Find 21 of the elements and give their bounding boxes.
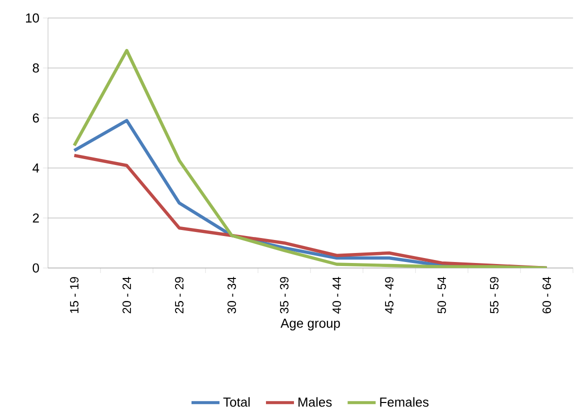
legend-label: Males [298,397,332,407]
x-tick-label: 35 - 39 [280,277,288,314]
y-tick-label: 10 [26,13,39,23]
legend-label: Females [380,397,429,407]
x-tick-label: 55 - 59 [490,277,498,314]
x-tick-label: 30 - 34 [228,276,236,314]
x-tick-label: 50 - 54 [438,276,446,314]
x-tick-label: 45 - 49 [385,277,394,314]
x-tick-label: 25 - 29 [175,277,184,314]
legend-label: Total [223,397,250,407]
x-axis-title: Age group [280,318,340,330]
y-tick-label: 0 [32,263,39,273]
x-tick-label: 40 - 44 [332,276,341,314]
y-tick-label: 2 [32,213,39,223]
x-tick-label: 20 - 24 [122,276,131,314]
x-tick-label: 60 - 64 [542,276,551,314]
y-tick-label: 6 [32,113,39,123]
y-tick-label: 8 [32,63,39,73]
line-series [72,48,548,268]
y-tick-label: 4 [32,164,40,172]
x-tick-label: 15 - 19 [70,277,78,313]
